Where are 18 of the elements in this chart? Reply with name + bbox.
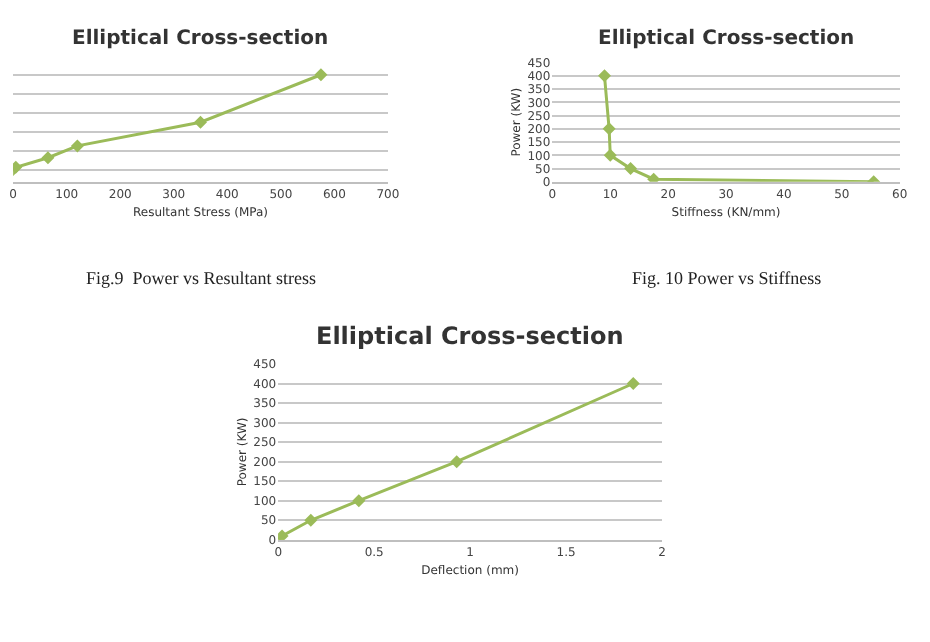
point [70, 139, 84, 153]
chart-title: Elliptical Cross-section [598, 28, 855, 50]
point [598, 69, 611, 83]
chart-title: Elliptical Cross-section [72, 28, 329, 50]
chart-title: Elliptical Cross-section [316, 322, 624, 350]
caption: Fig. 10 Power vs Stiffness [632, 268, 823, 288]
point [647, 172, 661, 182]
point [626, 377, 640, 390]
point [314, 68, 328, 82]
point [304, 513, 318, 527]
point [450, 455, 464, 469]
point [194, 115, 208, 129]
caption: Fig.9 Power vs Resultant stress [86, 268, 317, 288]
point [602, 122, 616, 136]
point [624, 162, 638, 176]
point [603, 148, 617, 162]
point [41, 151, 55, 165]
point [352, 494, 366, 508]
